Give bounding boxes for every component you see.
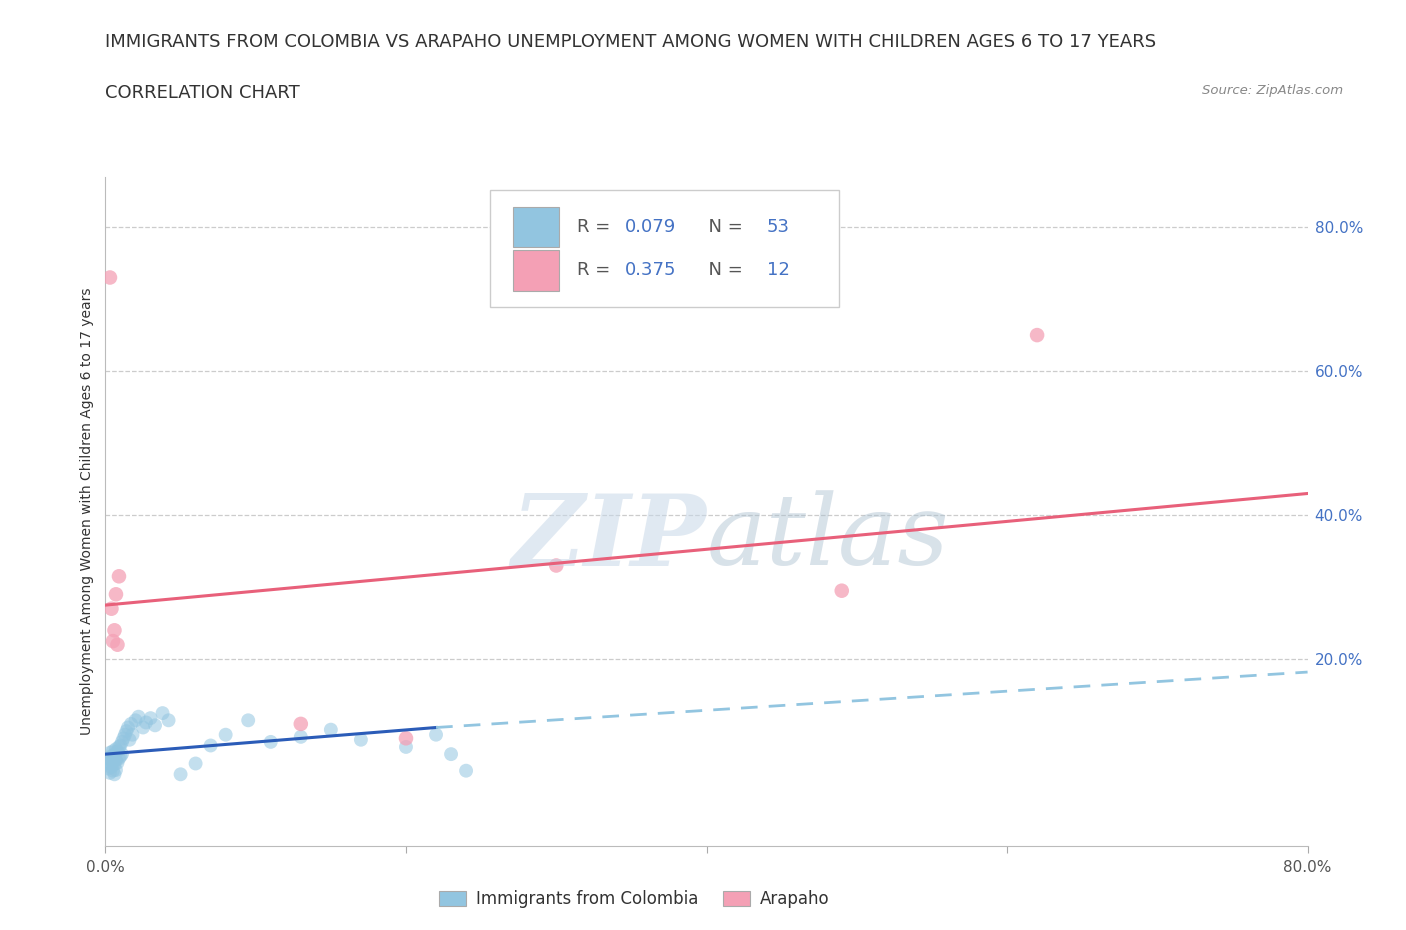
Text: 0.375: 0.375	[624, 261, 676, 279]
Text: IMMIGRANTS FROM COLOMBIA VS ARAPAHO UNEMPLOYMENT AMONG WOMEN WITH CHILDREN AGES : IMMIGRANTS FROM COLOMBIA VS ARAPAHO UNEM…	[105, 33, 1157, 50]
Text: atlas: atlas	[707, 491, 949, 586]
Point	[111, 747, 134, 762]
Point	[118, 732, 141, 747]
Point	[395, 739, 418, 754]
Point	[120, 716, 142, 731]
Point	[104, 752, 127, 767]
Point	[100, 760, 122, 775]
Point	[111, 735, 134, 750]
Point	[157, 713, 180, 728]
Point	[104, 763, 127, 777]
Text: 12: 12	[766, 261, 790, 279]
Text: R =: R =	[576, 261, 616, 279]
Text: 0.079: 0.079	[624, 218, 676, 236]
Point	[831, 583, 853, 598]
Point	[101, 764, 124, 778]
Text: Source: ZipAtlas.com: Source: ZipAtlas.com	[1202, 84, 1343, 97]
Point	[440, 747, 463, 762]
Text: N =: N =	[697, 261, 748, 279]
Point	[454, 764, 477, 778]
Point	[152, 706, 174, 721]
Point	[104, 741, 127, 756]
Bar	[513, 250, 558, 290]
Point	[124, 713, 146, 728]
Point	[169, 767, 191, 782]
Point	[101, 633, 124, 648]
Point	[143, 718, 166, 733]
Point	[135, 715, 157, 730]
Point	[101, 744, 124, 759]
Point	[132, 720, 155, 735]
Point	[96, 756, 118, 771]
Point	[98, 270, 121, 285]
Y-axis label: Unemployment Among Women with Children Ages 6 to 17 years: Unemployment Among Women with Children A…	[80, 287, 94, 736]
Point	[104, 587, 127, 602]
Point	[184, 756, 207, 771]
Point	[128, 710, 150, 724]
Point	[115, 724, 138, 738]
Point	[103, 747, 125, 762]
Point	[1026, 327, 1049, 342]
Point	[114, 727, 136, 742]
Point	[101, 754, 124, 769]
Text: N =: N =	[697, 218, 748, 236]
Point	[238, 713, 260, 728]
Point	[100, 602, 122, 617]
Point	[139, 711, 162, 725]
Point	[98, 765, 121, 780]
FancyBboxPatch shape	[491, 190, 839, 307]
Point	[98, 756, 121, 771]
Point	[107, 637, 129, 652]
Point	[290, 716, 312, 731]
Point	[214, 727, 236, 742]
Point	[546, 558, 568, 573]
Text: CORRELATION CHART: CORRELATION CHART	[105, 84, 301, 101]
Point	[103, 623, 125, 638]
Point	[107, 744, 129, 759]
Text: R =: R =	[576, 218, 616, 236]
Point	[350, 732, 373, 747]
Point	[112, 731, 135, 746]
Legend: Immigrants from Colombia, Arapaho: Immigrants from Colombia, Arapaho	[433, 884, 837, 915]
Point	[108, 751, 131, 766]
Point	[117, 720, 139, 735]
Point	[121, 727, 143, 742]
Bar	[513, 206, 558, 247]
Point	[108, 569, 131, 584]
Text: ZIP: ZIP	[512, 490, 707, 587]
Point	[200, 738, 222, 753]
Point	[97, 751, 120, 766]
Text: 53: 53	[766, 218, 790, 236]
Point	[425, 727, 447, 742]
Point	[97, 761, 120, 776]
Point	[107, 755, 129, 770]
Point	[98, 745, 121, 760]
Point	[110, 738, 132, 753]
Point	[103, 757, 125, 772]
Point	[260, 735, 283, 750]
Point	[395, 731, 418, 746]
Point	[103, 767, 125, 782]
Point	[290, 729, 312, 744]
Point	[108, 739, 131, 754]
Point	[100, 749, 122, 764]
Point	[319, 723, 342, 737]
Point	[110, 749, 132, 764]
